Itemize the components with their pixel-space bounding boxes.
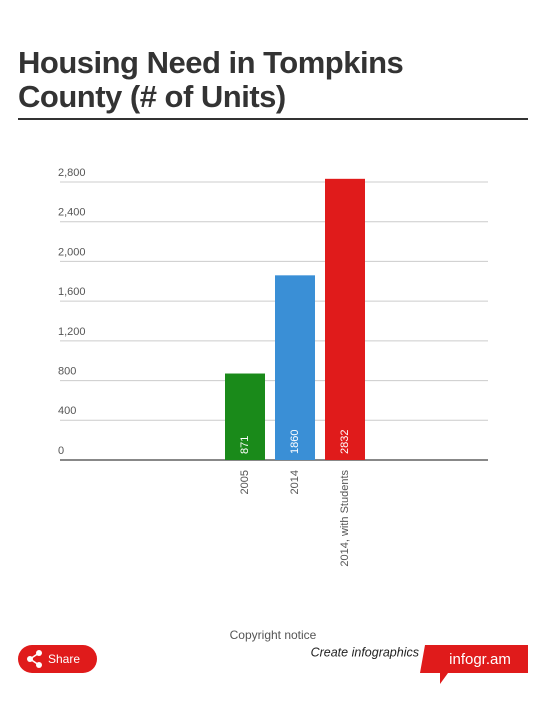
y-tick-label: 2,400	[58, 207, 86, 219]
share-icon	[27, 650, 42, 668]
chart-title: Housing Need in Tompkins County (# of Un…	[18, 45, 404, 114]
y-tick-label: 2,000	[58, 246, 86, 258]
x-tick-label: 2014, with Students	[339, 470, 351, 567]
create-link[interactable]: Create infographics	[311, 645, 419, 659]
copyright: Copyright notice	[230, 628, 317, 642]
value-label: 2832	[339, 430, 351, 454]
y-tick-label: 2,800	[58, 167, 86, 179]
title-rule	[18, 118, 528, 120]
x-tick-label: 2014	[289, 470, 301, 494]
y-tick-label: 400	[58, 405, 76, 417]
value-label: 871	[239, 436, 251, 454]
bar	[275, 275, 315, 460]
x-tick-label: 2005	[239, 470, 251, 494]
bar	[225, 373, 265, 460]
bar	[325, 178, 365, 460]
brand-logo[interactable]	[420, 645, 528, 684]
brand-label[interactable]: infogr.am	[449, 651, 511, 668]
y-tick-label: 800	[58, 365, 76, 377]
y-tick-label: 1,200	[58, 326, 86, 338]
y-tick-label: 0	[58, 445, 64, 457]
y-tick-label: 1,600	[58, 286, 86, 298]
value-label: 1860	[289, 430, 301, 454]
share-label[interactable]: Share	[48, 652, 80, 666]
